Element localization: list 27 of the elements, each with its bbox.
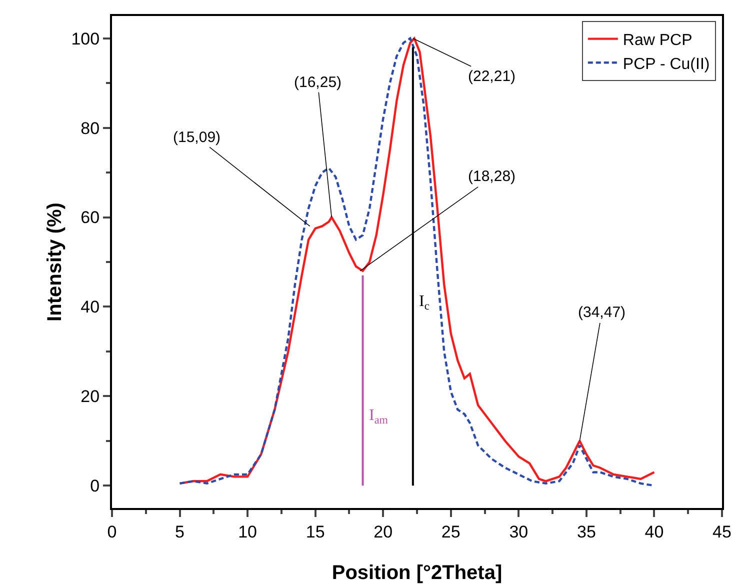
- legend-label: Raw PCP: [622, 32, 692, 50]
- annotation: (16,25): [294, 74, 342, 91]
- x-tick-label: 20: [374, 522, 393, 542]
- annotation: (34,47): [578, 304, 626, 321]
- x-tick-label: 30: [509, 522, 528, 542]
- annotation: (15,09): [173, 129, 221, 146]
- x-tick-label: 5: [175, 522, 185, 542]
- legend-label: PCP - Cu(II): [622, 56, 710, 73]
- x-tick-label: 25: [441, 522, 460, 542]
- y-tick-label: 20: [80, 387, 100, 406]
- y-tick-label: 80: [80, 118, 100, 138]
- x-tick-label: 45: [712, 522, 732, 542]
- y-axis-title: Intensity (%): [44, 202, 66, 322]
- y-tick-label: 0: [90, 476, 100, 496]
- x-tick-label: 10: [238, 522, 258, 542]
- annotation: (18,28): [468, 168, 516, 185]
- x-tick-label: 35: [576, 522, 596, 542]
- x-tick-label: 0: [107, 522, 117, 542]
- y-tick-label: 60: [80, 208, 100, 228]
- x-axis-title: Position [°2Theta]: [332, 562, 502, 584]
- annotation: (22,21): [468, 68, 516, 85]
- y-tick-label: 40: [80, 298, 100, 317]
- y-tick-label: 100: [71, 29, 100, 48]
- x-tick-label: 40: [644, 522, 664, 542]
- x-tick-label: 15: [306, 522, 325, 542]
- series-label: I$_{c}$: [419, 293, 430, 312]
- series-label: I$_{am}$: [369, 407, 388, 426]
